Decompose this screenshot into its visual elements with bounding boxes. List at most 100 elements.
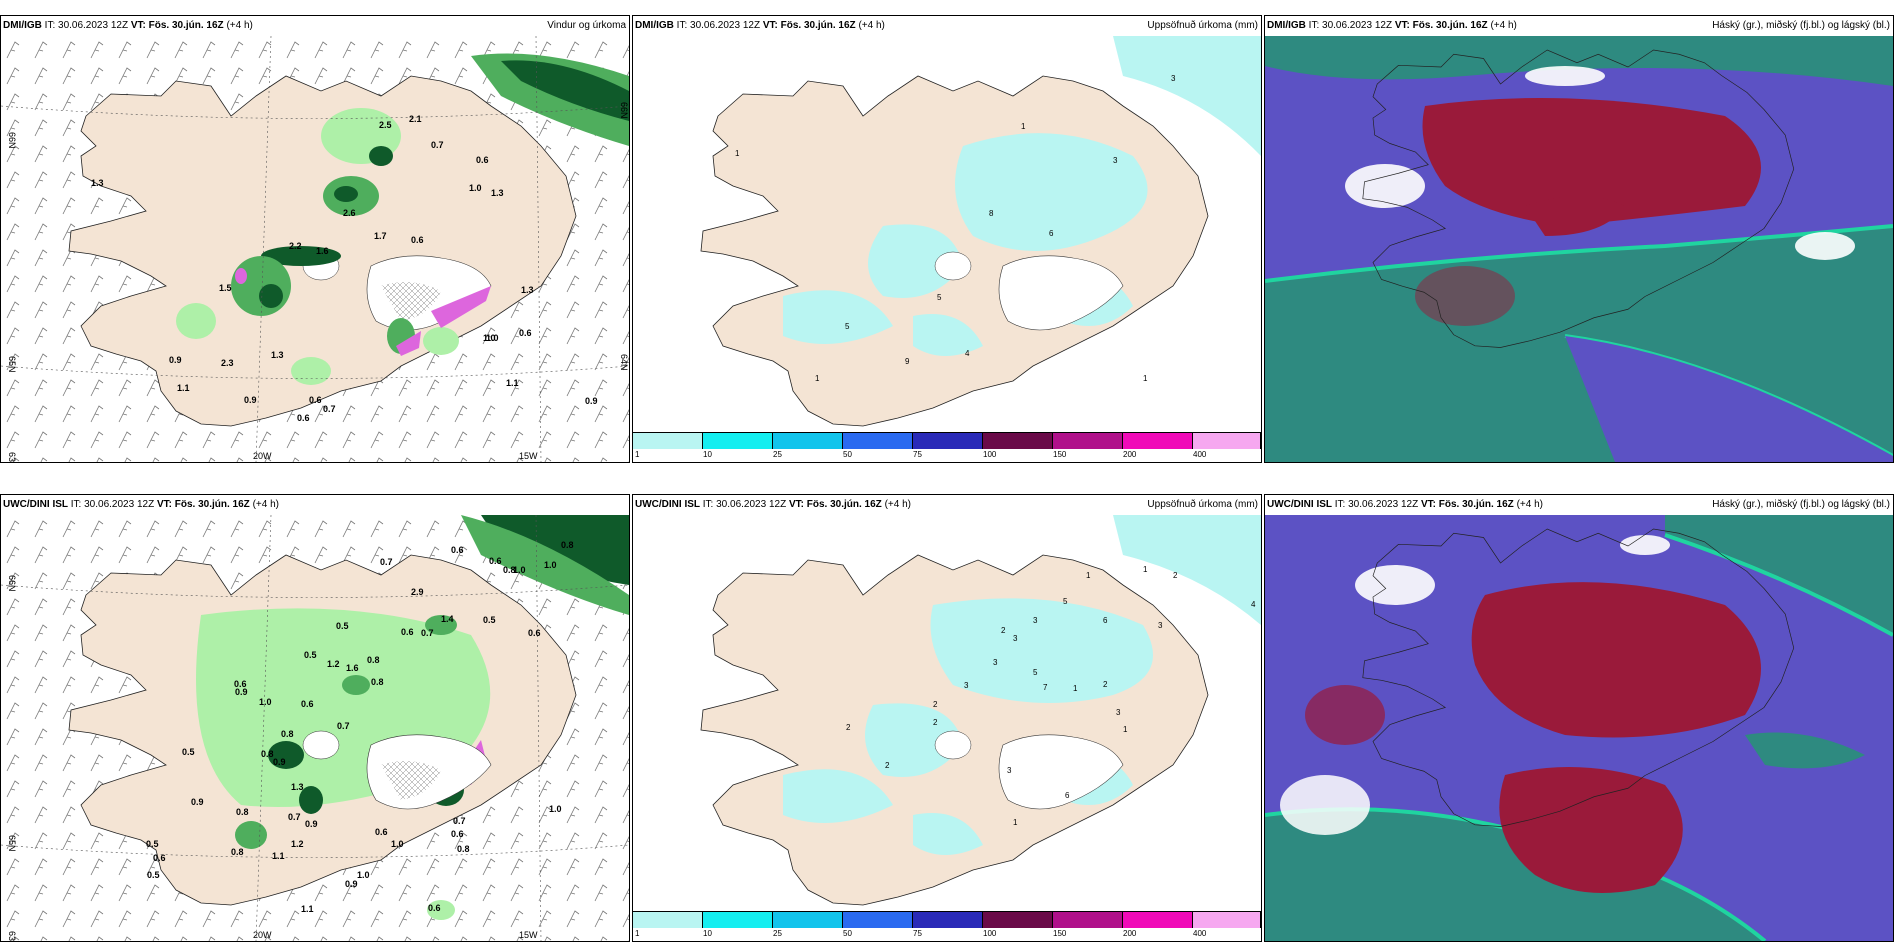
accumulated-precip-map: 4 2 1 1 5 6 3 2 3 3 5 7 1 2 3 2 2 3 3 1 … xyxy=(700,515,1261,906)
colorbar-swatch xyxy=(843,432,913,449)
svg-text:1.0: 1.0 xyxy=(486,333,499,343)
init-time: IT: 30.06.2023 12Z xyxy=(1308,20,1393,31)
svg-text:1.0: 1.0 xyxy=(483,333,496,343)
svg-text:65N: 65N xyxy=(7,835,17,852)
svg-text:1.2: 1.2 xyxy=(327,659,340,669)
panel-title: Uppsöfnuð úrkoma (mm) xyxy=(1147,499,1258,510)
svg-text:3: 3 xyxy=(1171,74,1176,83)
panel-header: UWC/DINI ISL IT: 30.06.2023 12Z VT: Fös.… xyxy=(1,495,629,515)
panel-title: Háský (gr.), miðský (fj.bl.) og lágský (… xyxy=(1712,499,1890,510)
lead-time: (+4 h) xyxy=(252,499,279,510)
valid-time: VT: Fös. 30.jún. 16Z xyxy=(130,20,224,31)
svg-text:3: 3 xyxy=(993,658,998,667)
colorbar-tick: 25 xyxy=(773,929,782,938)
svg-text:0.6: 0.6 xyxy=(297,413,310,423)
svg-text:1: 1 xyxy=(1021,122,1026,131)
svg-text:1: 1 xyxy=(1086,571,1091,580)
svg-text:1.7: 1.7 xyxy=(374,231,387,241)
svg-text:0.9: 0.9 xyxy=(345,879,358,889)
colorbar-tick: 25 xyxy=(773,450,782,459)
model-source: UWC/DINI ISL xyxy=(3,499,68,510)
model-source: UWC/DINI ISL xyxy=(635,499,700,510)
svg-text:2.2: 2.2 xyxy=(289,241,302,251)
colorbar-tick: 1 xyxy=(635,929,640,938)
svg-text:1.2: 1.2 xyxy=(291,839,304,849)
svg-text:1: 1 xyxy=(1143,565,1148,574)
init-time: IT: 30.06.2023 12Z xyxy=(70,499,155,510)
svg-text:0.8: 0.8 xyxy=(261,749,274,759)
valid-time: VT: Fös. 30.jún. 16Z xyxy=(1420,499,1514,510)
colorbar: 1 10 25 50 75 100 150 200 400 xyxy=(633,911,1261,941)
svg-text:2: 2 xyxy=(933,700,938,709)
axis-labels: 66N 66N 65N 64N 63N 20W 15W xyxy=(7,102,629,462)
init-time: IT: 30.06.2023 12Z xyxy=(1334,499,1419,510)
svg-text:0.8: 0.8 xyxy=(371,677,384,687)
svg-text:1: 1 xyxy=(1123,725,1128,734)
svg-text:0.6: 0.6 xyxy=(234,679,247,689)
colorbar-swatch xyxy=(703,432,773,449)
high-cloud-area xyxy=(1422,98,1761,226)
colorbar-tick: 75 xyxy=(913,929,922,938)
glacier-vatnajokull xyxy=(998,734,1124,810)
svg-text:5: 5 xyxy=(1033,668,1038,677)
colorbar-swatch xyxy=(773,432,843,449)
svg-text:0.6: 0.6 xyxy=(451,829,464,839)
lead-time: (+4 h) xyxy=(1516,499,1543,510)
colorbar-swatch xyxy=(1123,432,1193,449)
svg-text:0.7: 0.7 xyxy=(380,557,393,567)
colorbar-tick: 10 xyxy=(703,450,712,459)
svg-text:20W: 20W xyxy=(253,451,272,461)
colorbar-tick: 50 xyxy=(843,929,852,938)
svg-text:7: 7 xyxy=(1043,683,1048,692)
svg-text:0.8: 0.8 xyxy=(367,655,380,665)
svg-text:1.3: 1.3 xyxy=(291,782,304,792)
panel-title: Uppsöfnuð úrkoma (mm) xyxy=(1147,20,1258,31)
colorbar-tick: 200 xyxy=(1123,450,1137,459)
panel-bottom-right: UWC/DINI ISL IT: 30.06.2023 12Z VT: Fös.… xyxy=(1264,494,1894,942)
colorbar-swatch xyxy=(1123,911,1193,928)
svg-text:5: 5 xyxy=(937,293,942,302)
svg-text:2.9: 2.9 xyxy=(411,587,424,597)
svg-text:2: 2 xyxy=(885,761,890,770)
panel-top-middle: DMI/IGB IT: 30.06.2023 12Z VT: Fös. 30.j… xyxy=(632,15,1262,463)
svg-text:0.8: 0.8 xyxy=(457,844,470,854)
value-labels: 0.6 0.8 0.6 0.7 1.0 0.8 1.0 0.5 1.4 2.9 … xyxy=(146,540,574,914)
svg-text:0.9: 0.9 xyxy=(244,395,257,405)
svg-text:3: 3 xyxy=(964,681,969,690)
svg-text:0.6: 0.6 xyxy=(519,328,532,338)
low-cloud-top xyxy=(1265,36,1893,86)
svg-text:0.5: 0.5 xyxy=(146,839,159,849)
svg-text:0.9: 0.9 xyxy=(305,819,318,829)
cloud-cover-map xyxy=(1265,515,1893,941)
svg-text:1.6: 1.6 xyxy=(316,246,329,256)
svg-text:0.6: 0.6 xyxy=(451,545,464,555)
value-labels: 1.3 2.5 2.1 0.7 0.6 1.0 1.3 2.6 1.7 0.6 … xyxy=(91,114,598,423)
svg-text:20W: 20W xyxy=(253,930,272,940)
panel-title: Vindur og úrkoma xyxy=(547,20,626,31)
svg-text:2.3: 2.3 xyxy=(221,358,234,368)
panel-header: DMI/IGB IT: 30.06.2023 12Z VT: Fös. 30.j… xyxy=(1,16,629,36)
svg-text:0.6: 0.6 xyxy=(309,395,322,405)
colorbar-tick: 75 xyxy=(913,450,922,459)
svg-text:2.6: 2.6 xyxy=(343,208,356,218)
wind-precip-map: 0.6 0.8 0.6 0.7 1.0 0.8 1.0 0.5 1.4 2.9 … xyxy=(1,515,629,941)
lead-time: (+4 h) xyxy=(1490,20,1517,31)
svg-text:2: 2 xyxy=(846,723,851,732)
panel-top-left: DMI/IGB IT: 30.06.2023 12Z VT: Fös. 30.j… xyxy=(0,15,630,463)
svg-text:1.1: 1.1 xyxy=(177,383,190,393)
svg-text:0.5: 0.5 xyxy=(304,650,317,660)
svg-text:0.9: 0.9 xyxy=(585,396,598,406)
valid-time: VT: Fös. 30.jún. 16Z xyxy=(156,499,250,510)
colorbar-swatch xyxy=(1193,432,1261,449)
colorbar-tick: 50 xyxy=(843,450,852,459)
svg-text:5: 5 xyxy=(1063,597,1068,606)
svg-text:15W: 15W xyxy=(519,930,538,940)
axis-labels: 66N 65N 63N 20W 15W xyxy=(7,575,538,941)
svg-text:6: 6 xyxy=(1065,791,1070,800)
svg-text:1.6: 1.6 xyxy=(346,663,359,673)
accumulated-precip-map: 3 1 3 8 6 5 5 9 4 1 1 1 xyxy=(700,36,1261,427)
svg-text:0.5: 0.5 xyxy=(336,621,349,631)
model-source: DMI/IGB xyxy=(635,20,674,31)
colorbar-tick: 150 xyxy=(1053,450,1067,459)
value-labels: 4 2 1 1 5 6 3 2 3 3 5 7 1 2 3 2 2 3 3 1 … xyxy=(846,565,1256,827)
